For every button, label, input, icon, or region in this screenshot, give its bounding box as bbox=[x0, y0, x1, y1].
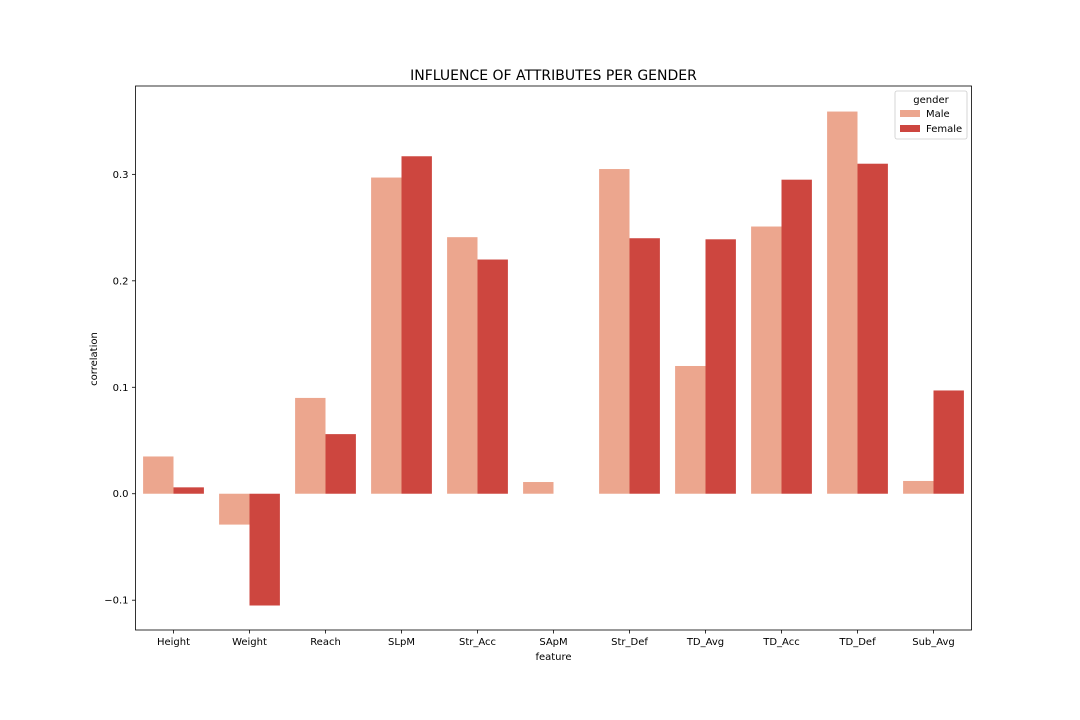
bar-female-td-acc bbox=[781, 179, 812, 494]
x-tick-label: Str_Acc bbox=[459, 637, 496, 648]
x-tick-label: Sub_Avg bbox=[912, 637, 955, 648]
y-tick-label: 0.0 bbox=[113, 489, 129, 500]
y-tick-label: 0.1 bbox=[113, 383, 129, 394]
legend-title: gender bbox=[913, 95, 949, 106]
bar-male-weight bbox=[219, 493, 250, 525]
x-tick-label: Weight bbox=[232, 637, 267, 648]
legend-swatch-male bbox=[900, 110, 920, 117]
axes: Height Weight Reach SLpM Str_Acc SApM Str_Def T… bbox=[104, 85, 972, 648]
x-tick-label: Str_Def bbox=[611, 637, 648, 648]
bar-female-td-def bbox=[857, 163, 888, 494]
x-tick-label: Reach bbox=[310, 637, 341, 648]
legend-label-male: Male bbox=[926, 109, 950, 120]
bar-male-sapm bbox=[523, 482, 554, 494]
bar-female-height bbox=[173, 487, 204, 494]
x-tick-label: SApM bbox=[539, 637, 567, 648]
bar-male-slpm bbox=[371, 177, 402, 494]
bars bbox=[143, 111, 964, 606]
bar-female-slpm bbox=[401, 156, 432, 494]
legend: gender Male Female bbox=[894, 90, 968, 140]
bar-male-td-def bbox=[827, 111, 858, 494]
chart-title: INFLUENCE OF ATTRIBUTES PER GENDER bbox=[410, 68, 697, 84]
legend-label-female: Female bbox=[926, 124, 962, 135]
bar-male-sub-avg bbox=[903, 480, 934, 494]
x-tick-label: SLpM bbox=[388, 637, 415, 648]
bar-female-str-acc bbox=[477, 259, 508, 494]
y-tick-label: 0.2 bbox=[113, 276, 129, 287]
bar-female-reach bbox=[325, 434, 356, 494]
bar-male-str-def bbox=[599, 169, 630, 494]
bar-male-td-avg bbox=[675, 365, 706, 494]
y-tick-label: 0.3 bbox=[113, 170, 129, 181]
bar-female-weight bbox=[249, 493, 280, 606]
bar-male-height bbox=[143, 456, 174, 494]
bar-male-td-acc bbox=[751, 226, 782, 494]
bar-female-str-def bbox=[629, 238, 660, 494]
bar-female-td-avg bbox=[705, 239, 736, 494]
x-tick-label: TD_Def bbox=[838, 637, 876, 648]
y-tick-label: −0.1 bbox=[104, 596, 128, 607]
x-axis-label: feature bbox=[535, 652, 571, 663]
bar-female-sub-avg bbox=[933, 390, 964, 494]
x-tick-label: Height bbox=[157, 637, 190, 648]
bar-male-reach bbox=[295, 397, 326, 494]
x-tick-label: TD_Acc bbox=[762, 637, 799, 648]
legend-swatch-female bbox=[900, 125, 920, 132]
y-axis-label: correlation bbox=[89, 332, 100, 386]
x-tick-label: TD_Avg bbox=[686, 637, 724, 648]
bar-male-str-acc bbox=[447, 237, 478, 494]
